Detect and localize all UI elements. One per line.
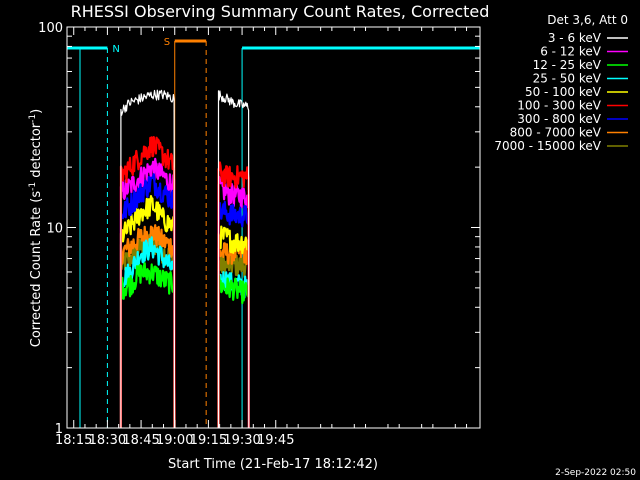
y-tick-label-0: 1 (55, 422, 63, 437)
series-layer (119, 89, 250, 429)
x-tick-label-5: 19:30 (223, 433, 260, 448)
legend-header: Det 3,6, Att 0 (547, 13, 628, 27)
plot-frame (66, 26, 481, 429)
y-tick-label-2: 100 (38, 21, 63, 36)
legend-label-6: 300 - 800 keV (517, 112, 601, 126)
series-segment-1 (217, 275, 250, 429)
series-segment-1 (217, 241, 250, 429)
series-50-100-kev (119, 195, 250, 429)
series-6-12-kev (119, 157, 250, 429)
y-axis-label-sup1: -1 (28, 182, 38, 191)
series-segment-0 (119, 136, 176, 429)
y-axis-label: Corrected Count Rate (s-1 detector-1) (28, 109, 44, 347)
plot-area: NS (67, 37, 480, 428)
x-axis-label: Start Time (21-Feb-17 18:12:42) (168, 457, 378, 472)
chart-title: RHESSI Observing Summary Count Rates, Co… (71, 2, 490, 21)
legend-label-3: 25 - 50 keV (533, 72, 602, 86)
series-segment-1 (217, 161, 250, 429)
x-tick-label-2: 18:45 (122, 433, 159, 448)
legend-label-8: 7000 - 15000 keV (494, 139, 601, 153)
x-tick-label-4: 19:15 (190, 433, 227, 448)
x-tick-label-6: 19:45 (257, 433, 294, 448)
legend-label-1: 6 - 12 keV (540, 45, 602, 59)
x-tick-label-3: 19:00 (156, 433, 193, 448)
timestamp: 2-Sep-2022 02:50 (555, 468, 636, 478)
legend-label-2: 12 - 25 keV (533, 58, 602, 72)
y-axis: 1 10 100 (38, 21, 480, 437)
series-300-800-kev (119, 173, 250, 429)
series-segment-0 (119, 236, 176, 429)
y-tick-label-1: 10 (46, 222, 63, 237)
legend-label-5: 100 - 300 keV (517, 99, 601, 113)
series-segment-1 (217, 175, 250, 429)
x-tick-label-1: 18:30 (89, 433, 126, 448)
series-100-300-kev (119, 136, 250, 429)
series-segment-0 (119, 224, 176, 429)
x-tick-label-0: 18:15 (55, 433, 92, 448)
y-axis-label-mid: detector (29, 122, 44, 182)
y-axis-label-main: Corrected Count Rate (s (29, 191, 44, 348)
series-segment-1 (217, 225, 250, 429)
y-axis-label-end: ) (29, 109, 44, 114)
series-segment-0 (119, 173, 176, 429)
legend-label-0: 3 - 6 keV (548, 31, 602, 45)
series-segment-0 (119, 195, 176, 429)
series-segment-1 (217, 200, 250, 429)
series-3-6-kev (120, 89, 250, 429)
series-12-25-kev (119, 262, 250, 429)
saa-label: S (164, 37, 170, 48)
series-segment-0 (120, 89, 176, 429)
legend-label-7: 800 - 7000 keV (510, 126, 602, 140)
y-axis-label-sup2: -1 (28, 114, 38, 123)
series-segment-1 (217, 90, 250, 429)
series-800-7000-kev (119, 224, 250, 429)
series-segment-0 (119, 157, 176, 429)
series-7000-15000-kev (119, 233, 250, 429)
legend-label-4: 50 - 100 keV (525, 85, 602, 99)
series-segment-0 (119, 262, 176, 429)
night-label: N (112, 44, 119, 55)
